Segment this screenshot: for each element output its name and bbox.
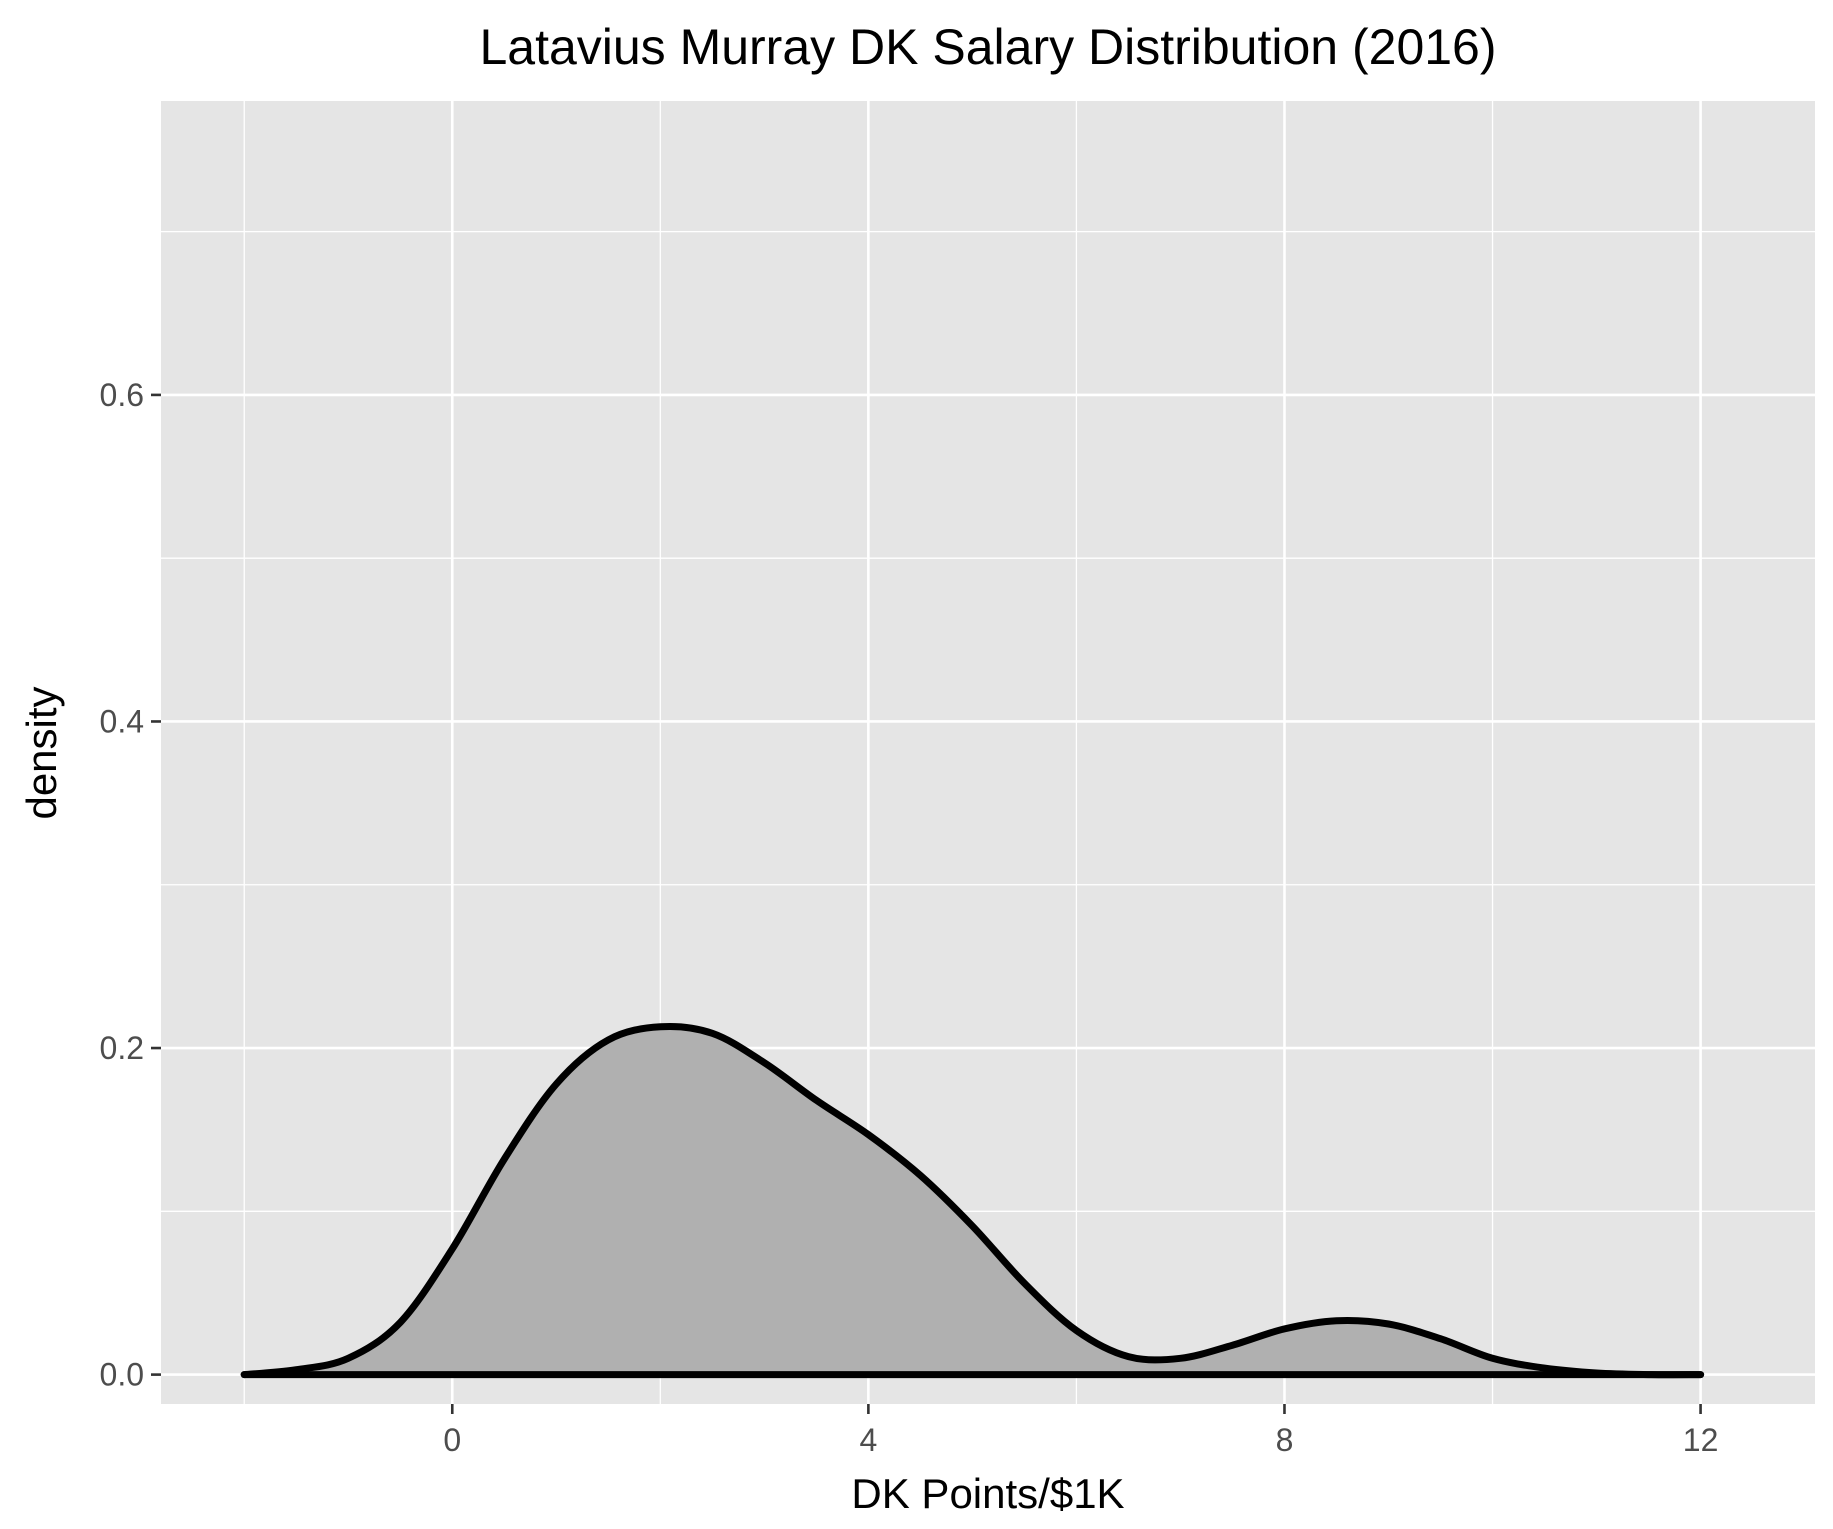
x-tick-label: 4 bbox=[859, 1422, 877, 1458]
y-axis-title: density bbox=[18, 686, 65, 819]
y-tick-label: 0.2 bbox=[100, 1030, 144, 1066]
x-axis-ticks: 0 4 8 12 bbox=[443, 1404, 1718, 1458]
x-tick-label: 0 bbox=[443, 1422, 461, 1458]
y-axis-ticks: 0.0 0.2 0.4 0.6 bbox=[100, 377, 161, 1393]
density-curve bbox=[240, 1023, 1705, 1379]
minor-grid bbox=[161, 101, 1815, 1404]
x-tick-label: 8 bbox=[1276, 1422, 1294, 1458]
x-axis-title: DK Points/$1K bbox=[851, 1470, 1124, 1517]
chart-title: Latavius Murray DK Salary Distribution (… bbox=[479, 19, 1496, 75]
density-area bbox=[244, 1026, 1701, 1375]
y-tick-label: 0.6 bbox=[100, 377, 144, 413]
y-tick-label: 0.0 bbox=[100, 1357, 144, 1393]
y-tick-label: 0.4 bbox=[100, 703, 144, 739]
x-tick-label: 12 bbox=[1683, 1422, 1719, 1458]
plot-panel bbox=[161, 101, 1815, 1404]
